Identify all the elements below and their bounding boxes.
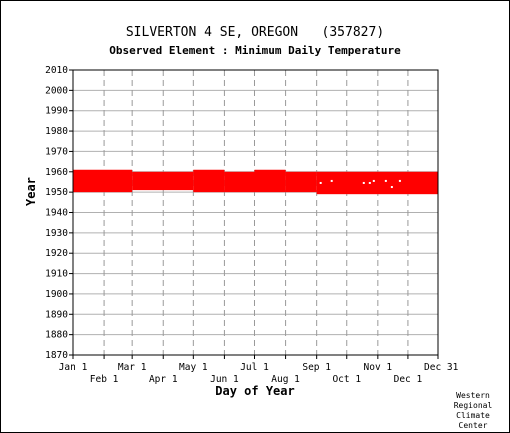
chart-subtitle: Observed Element : Minimum Daily Tempera…	[109, 44, 401, 57]
x-tick-label: Oct 1	[332, 374, 361, 385]
data-gap	[384, 179, 387, 182]
y-tick-label: 1910	[45, 269, 68, 280]
data-block	[254, 169, 286, 193]
x-axis-label: Day of Year	[215, 384, 295, 398]
x-tick-label: Jan 1	[59, 362, 88, 373]
y-tick-label: 1920	[45, 248, 68, 259]
y-tick-label: 2010	[45, 65, 68, 76]
y-tick-label: 1870	[45, 350, 68, 361]
x-tick-label: Jul 1	[240, 362, 269, 373]
credit-block: Western Regional Climate Center	[451, 391, 495, 431]
y-tick-label: 1880	[45, 330, 68, 341]
data-gap	[330, 179, 333, 182]
credit-line: Climate	[456, 411, 490, 420]
chart-title: SILVERTON 4 SE, OREGON (357827)	[125, 25, 385, 40]
data-gap	[362, 181, 365, 184]
plot-border	[72, 69, 439, 356]
x-tick-label: Jun 1	[210, 374, 239, 385]
x-tick-label: Dec 1	[394, 374, 423, 385]
y-tick-label: 1890	[45, 309, 68, 320]
data-block	[285, 171, 317, 193]
credit-line: Western	[456, 391, 490, 400]
y-tick-label: 1930	[45, 228, 68, 239]
y-tick-label: 1970	[45, 146, 68, 157]
y-tick-label: 1960	[45, 167, 68, 178]
y-tick-label: 1980	[45, 126, 68, 137]
y-tick-label: 1940	[45, 208, 68, 219]
data-block	[73, 169, 133, 193]
data-block	[224, 171, 255, 193]
data-gap	[319, 181, 322, 184]
credit-line: Center	[458, 421, 488, 430]
x-tick-label: Mar 1	[118, 362, 147, 373]
data-gap	[368, 181, 371, 184]
data-block	[132, 171, 194, 191]
x-tick-label: Feb 1	[90, 374, 119, 385]
credit-line: Regional	[453, 401, 493, 410]
x-tick-label: Dec 31	[424, 362, 459, 373]
x-tick-label: Apr 1	[149, 374, 178, 385]
data-gap	[398, 179, 401, 182]
y-tick-label: 1950	[45, 187, 68, 198]
y-tick-label: 1900	[45, 289, 68, 300]
data-block	[193, 169, 225, 193]
x-tick-label: Aug 1	[271, 374, 300, 385]
x-tick-label: Sep 1	[302, 362, 331, 373]
data-gap	[372, 179, 375, 182]
x-tick-label: May 1	[179, 362, 208, 373]
x-tick-label: Nov 1	[364, 362, 393, 373]
data-block	[316, 171, 438, 195]
y-tick-label: 2000	[45, 85, 68, 96]
y-tick-label: 1990	[45, 106, 68, 117]
data-gap	[390, 186, 393, 189]
